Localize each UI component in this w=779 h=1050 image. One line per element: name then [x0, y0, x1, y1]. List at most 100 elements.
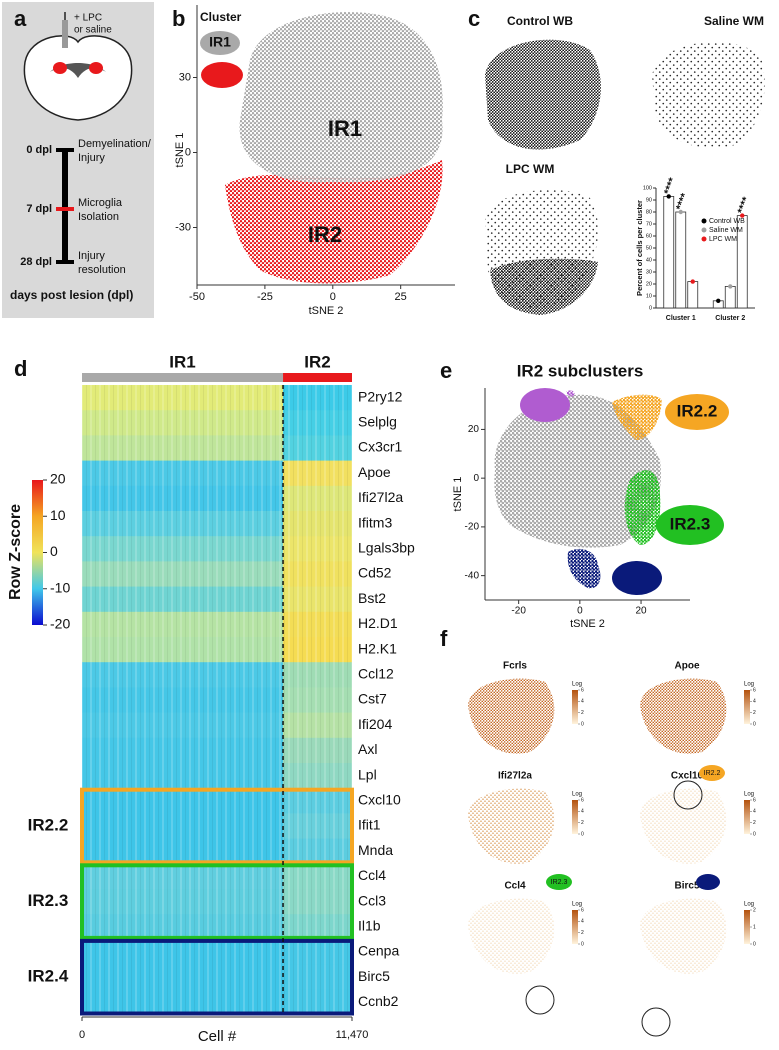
- x-tick-label: 0: [577, 606, 583, 617]
- bar-dot: [666, 194, 671, 199]
- colorbar-title: Log: [744, 792, 754, 798]
- panel-label: a: [14, 6, 27, 31]
- group-label: IR2.2: [28, 815, 69, 834]
- map-cloud: [468, 678, 555, 754]
- heatmap-texture: [82, 536, 352, 562]
- gene-label: Lpl: [358, 766, 377, 782]
- map-title: Cxcl10: [671, 771, 704, 782]
- colorbar: [32, 480, 43, 625]
- colorbar-tick-label: 2: [753, 710, 756, 716]
- panel-label: e: [440, 358, 452, 383]
- badge: [546, 874, 572, 890]
- colorbar-tick-label: 2: [581, 710, 584, 716]
- legend-label: IR1: [209, 34, 231, 50]
- cluster-bar: [82, 373, 284, 382]
- y-tick-label: 30: [179, 71, 191, 83]
- colorbar-tick-label: 4: [581, 809, 584, 815]
- timeline-day: 7 dpl: [26, 203, 52, 215]
- cluster-cloud: [567, 548, 601, 589]
- map-title: Saline WM: [704, 14, 764, 28]
- group-box: [80, 863, 354, 940]
- gene-label: Axl: [358, 741, 377, 757]
- y-tick-label: 20: [646, 281, 652, 287]
- map-cloud: [490, 258, 598, 315]
- x-tick-label: -50: [189, 291, 205, 303]
- gene-label: Birc5: [358, 968, 390, 984]
- colorbar-tick-label: 1: [753, 924, 756, 930]
- panel-label: f: [440, 626, 448, 651]
- x-axis-title: tSNE 2: [570, 618, 605, 630]
- y-tick-label: 20: [468, 424, 480, 435]
- heatmap-texture: [82, 964, 352, 991]
- colorbar-tick-label: 2: [581, 820, 584, 826]
- cluster-cloud: [612, 394, 662, 440]
- y-tick-label: 30: [646, 269, 652, 275]
- map-cloud: [640, 788, 727, 864]
- y-axis-title: tSNE 1: [452, 477, 464, 512]
- gene-label: Mnda: [358, 842, 393, 858]
- heatmap-texture: [82, 763, 352, 789]
- map-title: Ifi27l2a: [498, 771, 532, 782]
- colorbar: [744, 690, 750, 724]
- timeline-event: resolution: [78, 264, 126, 276]
- colorbar-tick-label: 0: [581, 831, 584, 837]
- needle: [62, 20, 68, 48]
- significance: ****: [736, 195, 753, 216]
- y-axis-title: tSNE 1: [174, 133, 186, 168]
- timeline-event: Isolation: [78, 211, 119, 223]
- cluster-label: IR2: [304, 352, 330, 371]
- gene-label: Cenpa: [358, 943, 399, 959]
- gene-label: Cx3cr1: [358, 439, 403, 455]
- map-cloud: [640, 678, 727, 754]
- timeline-event: Injury: [78, 250, 105, 262]
- colorbar-tick-label: 0: [581, 721, 584, 727]
- y-tick-label: 50: [646, 245, 652, 251]
- heatmap-texture: [82, 838, 352, 865]
- x-tick-label: Cluster 2: [715, 315, 745, 322]
- bar: [663, 195, 675, 309]
- colorbar-tick-label: 2: [753, 907, 756, 913]
- panel-label: d: [14, 356, 27, 381]
- gene-label: Cd52: [358, 565, 392, 581]
- gene-label: Selplg: [358, 414, 397, 430]
- legend-label: IR2.3: [670, 514, 711, 533]
- gene-label: Cst7: [358, 691, 387, 707]
- map-title: Apoe: [675, 661, 700, 672]
- gene-label: H2.K1: [358, 640, 397, 656]
- colorbar: [744, 910, 750, 944]
- bar: [687, 281, 699, 309]
- timeline-day: 0 dpl: [26, 144, 52, 156]
- colorbar-tick-label: 4: [753, 809, 756, 815]
- panel-label: c: [468, 6, 480, 31]
- heatmap-texture: [82, 485, 352, 512]
- timeline-day: 28 dpl: [20, 256, 52, 268]
- heatmap-texture: [82, 435, 352, 462]
- x-tick-label: -20: [511, 606, 526, 617]
- cluster-bar: [283, 373, 352, 382]
- x-tick-label: Cluster 1: [666, 315, 696, 322]
- colorbar-tick-label: 0: [581, 941, 584, 947]
- x-tick-label: 25: [395, 291, 407, 303]
- y-tick-label: 0: [649, 305, 652, 311]
- colorbar-title: Log: [572, 792, 582, 798]
- badge-label: IR2.3: [551, 879, 568, 886]
- heatmap-texture: [82, 989, 352, 1016]
- heatmap-texture: [82, 662, 352, 688]
- lesion: [53, 62, 67, 74]
- legend-marker: [701, 236, 707, 242]
- y-axis-title: Percent of cells per cluster: [635, 200, 644, 296]
- legend-title: Cluster: [200, 10, 242, 24]
- map-cloud: [652, 41, 765, 149]
- legend-marker: [656, 505, 724, 545]
- timeline-event: Microglia: [78, 197, 123, 209]
- legend-marker: [200, 31, 240, 55]
- legend-label: IR2.2: [677, 401, 718, 420]
- colorbar-tick-label: 0: [50, 543, 58, 559]
- colorbar-tick-label: 10: [50, 507, 66, 523]
- map-title: Ccl4: [504, 881, 526, 892]
- group-box: [80, 787, 354, 865]
- x-tick-label: 11,470: [336, 1029, 369, 1041]
- group-label: IR2.3: [28, 891, 69, 910]
- y-tick-label: 10: [646, 293, 652, 299]
- bar-dot: [728, 284, 733, 289]
